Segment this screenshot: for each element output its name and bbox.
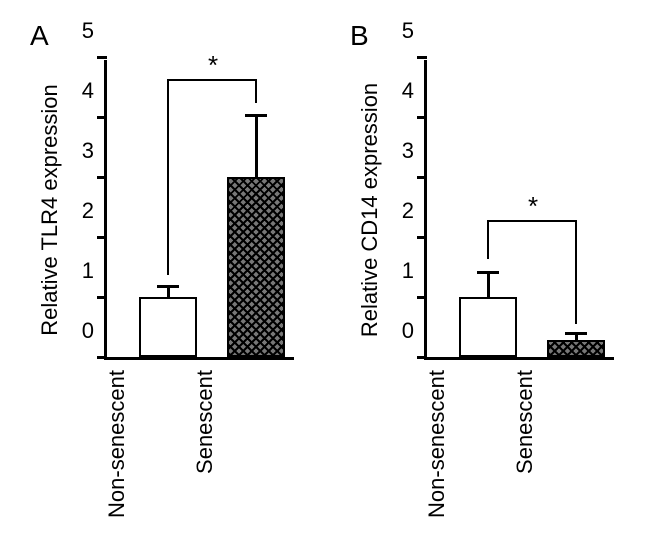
panel-b-ylabel: Relative CD14 expression bbox=[357, 83, 383, 337]
xcat-label: Senescent bbox=[512, 370, 538, 474]
ytick bbox=[417, 236, 427, 239]
panel-a: A Relative TLR4 expression 0 1 2 3 4 5 bbox=[30, 20, 310, 510]
ytick-label: 0 bbox=[82, 318, 94, 344]
ytick-label: 5 bbox=[402, 18, 414, 44]
ytick-label: 3 bbox=[402, 138, 414, 164]
errorbar bbox=[167, 288, 170, 297]
ytick bbox=[417, 56, 427, 59]
panel-a-plot: 0 1 2 3 4 5 * bbox=[104, 60, 294, 360]
bar-non-senescent bbox=[139, 297, 197, 357]
errorbar-cap bbox=[157, 285, 179, 288]
ytick-label: 4 bbox=[82, 78, 94, 104]
sig-bracket-v bbox=[575, 222, 577, 324]
panel-b-plot: 0 1 2 3 4 5 * bbox=[424, 60, 614, 360]
ytick-label: 1 bbox=[402, 258, 414, 284]
ytick bbox=[97, 116, 107, 119]
figure-container: A Relative TLR4 expression 0 1 2 3 4 5 bbox=[30, 20, 630, 520]
ytick-label: 2 bbox=[402, 198, 414, 224]
ytick bbox=[97, 176, 107, 179]
ytick-label: 3 bbox=[82, 138, 94, 164]
ytick bbox=[417, 176, 427, 179]
errorbar-cap bbox=[565, 332, 587, 335]
errorbar bbox=[487, 274, 490, 297]
ytick-label: 5 bbox=[82, 18, 94, 44]
panel-b: B Relative CD14 expression 0 1 2 3 4 5 bbox=[350, 20, 630, 510]
sig-star: * bbox=[528, 191, 538, 222]
xcat-label: Senescent bbox=[192, 370, 218, 474]
bar-senescent bbox=[227, 177, 285, 357]
ytick bbox=[97, 296, 107, 299]
errorbar bbox=[255, 117, 258, 177]
errorbar-cap bbox=[245, 114, 267, 117]
ytick bbox=[417, 116, 427, 119]
errorbar-cap bbox=[477, 271, 499, 274]
ytick bbox=[97, 56, 107, 59]
ytick-label: 0 bbox=[402, 318, 414, 344]
panel-a-label: A bbox=[30, 20, 49, 52]
ytick bbox=[97, 356, 107, 359]
sig-bracket-v bbox=[487, 222, 489, 259]
sig-star: * bbox=[208, 50, 218, 81]
ytick bbox=[417, 356, 427, 359]
bar-non-senescent bbox=[459, 297, 517, 357]
xcat-label: Non-senescent bbox=[104, 370, 130, 518]
xcat-label: Non-senescent bbox=[424, 370, 450, 518]
sig-bracket-v bbox=[167, 81, 169, 275]
ytick bbox=[417, 296, 427, 299]
ytick bbox=[97, 236, 107, 239]
panel-b-label: B bbox=[350, 20, 369, 52]
errorbar bbox=[575, 335, 578, 340]
sig-bracket-v bbox=[255, 81, 257, 103]
bar-senescent bbox=[547, 340, 605, 357]
ytick-label: 4 bbox=[402, 78, 414, 104]
ytick-label: 1 bbox=[82, 258, 94, 284]
panel-a-ylabel: Relative TLR4 expression bbox=[37, 84, 63, 336]
ytick-label: 2 bbox=[82, 198, 94, 224]
